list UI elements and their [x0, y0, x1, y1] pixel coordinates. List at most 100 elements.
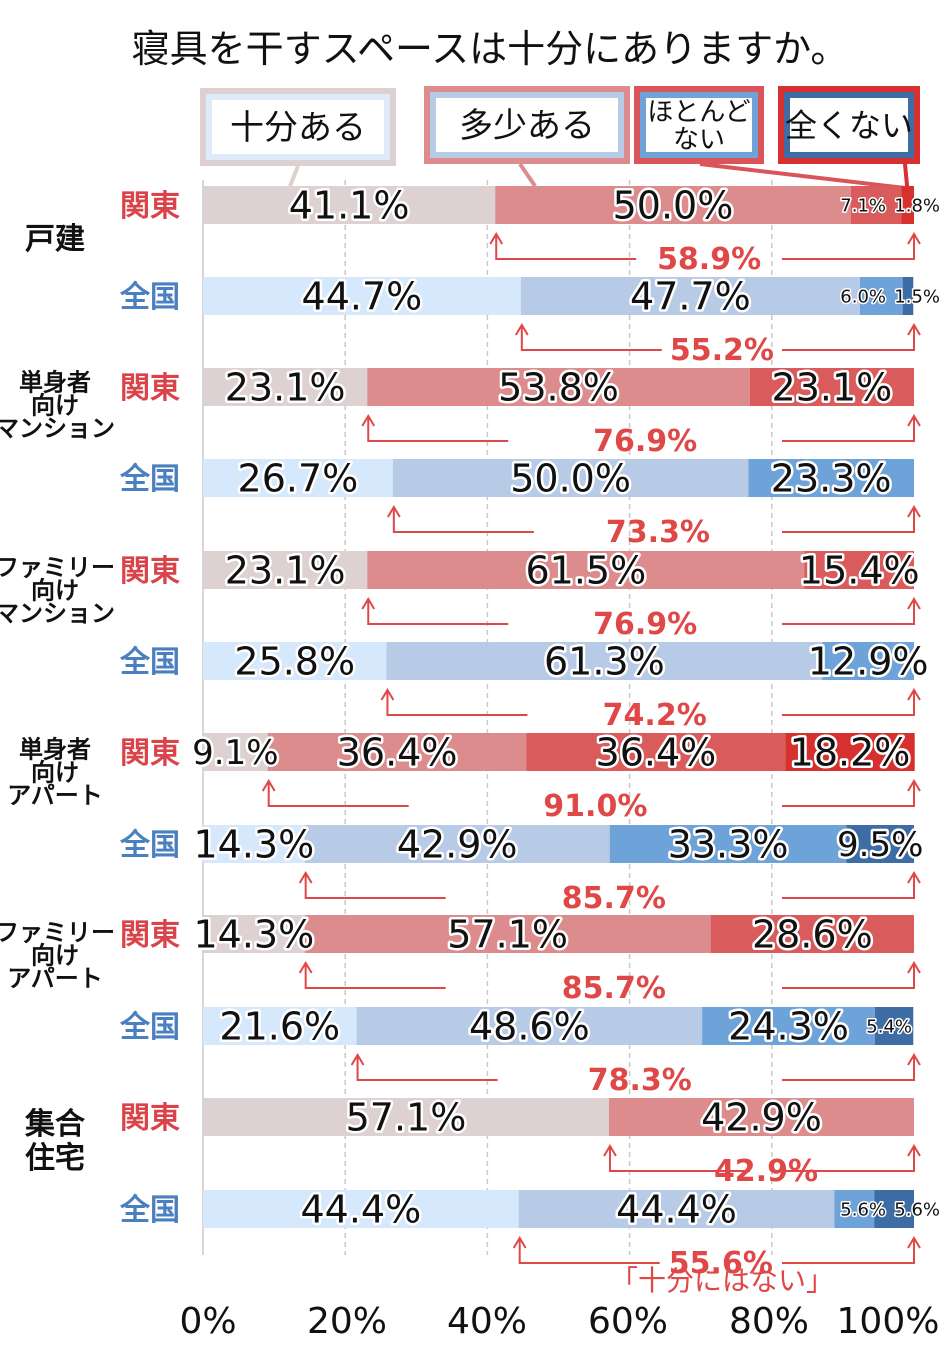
region-label: 全国: [119, 462, 180, 497]
bracket-left: [386, 692, 528, 716]
bracket-left: [608, 1148, 750, 1172]
bracket-right: [782, 875, 915, 899]
segment-juubun: [203, 551, 368, 589]
value-label: 15.4%: [799, 549, 920, 593]
segment-juubun: [203, 825, 305, 863]
legend-item-4: 全くない: [778, 86, 920, 164]
arrow-left: [489, 232, 504, 245]
sum-label: 91.0%: [543, 789, 647, 824]
arrow-right: [907, 1144, 921, 1157]
value-label: 7.1%: [840, 195, 886, 216]
segment-hotondo: [748, 459, 914, 497]
chart-title: 寝具を干すスペースは十分にありますか。: [132, 27, 849, 71]
arrow-left: [350, 1053, 365, 1066]
value-label: 42.9%: [701, 1096, 822, 1140]
value-label: 36.4%: [337, 731, 458, 775]
segment-hotondo: [710, 915, 914, 953]
value-label: 14.3%: [193, 823, 314, 867]
segment-hotondo: [834, 1190, 875, 1228]
bracket-left: [495, 236, 637, 260]
arrow-right: [907, 871, 921, 884]
segment-hotondo: [702, 1007, 875, 1045]
bracket-left: [304, 965, 446, 989]
row-zenkoku: 全国 25.8% 61.3% 12.9% 74.2%: [119, 637, 931, 733]
value-label: 1.8%: [894, 195, 940, 216]
group-label: ファミリー向けマンション: [0, 554, 115, 628]
sum-bracket: 76.9%: [361, 414, 921, 459]
arrow-left: [512, 1236, 527, 1249]
row-kanto: 関東 14.3% 57.1% 28.6% 85.7%: [120, 910, 921, 1006]
bracket-right: [782, 1240, 915, 1264]
legend: 十分ある 多少ある ほとんどない 全くない: [200, 86, 920, 197]
segment-tashou: [392, 459, 749, 497]
sum-bracket: 76.9%: [361, 597, 921, 642]
value-label: 26.7%: [238, 457, 359, 501]
legend-pointer-1: [288, 165, 300, 187]
x-tick-label: 0%: [179, 1301, 236, 1342]
sum-label: 76.9%: [593, 607, 697, 642]
arrow-left: [361, 597, 376, 610]
legend-inner: [436, 98, 618, 152]
bracket-left: [267, 783, 409, 807]
sum-label: 74.2%: [603, 698, 707, 733]
bracket-left: [367, 418, 509, 442]
bracket-left: [518, 1240, 660, 1264]
region-label: 関東: [120, 554, 180, 589]
segment-mattaku: [846, 825, 914, 863]
sum-label: 55.2%: [670, 333, 774, 368]
arrow-right: [907, 597, 921, 610]
segment-tashou: [367, 368, 750, 406]
segment-tashou: [367, 551, 805, 589]
arrow-left: [603, 1144, 617, 1157]
value-label: 50.0%: [510, 457, 631, 501]
segment-juubun: [203, 915, 305, 953]
segment-mattaku: [902, 277, 914, 315]
bracket-right: [782, 1057, 915, 1081]
region-label: 関東: [120, 918, 180, 953]
legend-pointer-2: [518, 162, 537, 188]
row-zenkoku: 全国 44.4% 44.4% 5.6% 5.6% 55.6%: [119, 1185, 942, 1281]
bracket-right: [782, 327, 915, 351]
value-label: 6.0%: [840, 286, 886, 307]
segment-mattaku: [874, 1190, 914, 1228]
x-tick-label: 40%: [447, 1301, 527, 1342]
bracket-right: [782, 783, 915, 807]
region-label: 全国: [119, 828, 180, 863]
sum-label: 78.3%: [588, 1063, 692, 1098]
bracket-left: [392, 509, 534, 533]
bracket-right: [782, 509, 915, 533]
arrow-left: [298, 871, 313, 884]
x-tick-label: 20%: [307, 1301, 387, 1342]
legend-item-1: 十分ある: [200, 88, 396, 166]
sum-label: 58.9%: [657, 242, 761, 277]
sum-label: 55.6%: [669, 1246, 773, 1281]
arrow-right: [907, 1053, 921, 1066]
segment-tashou: [518, 1190, 835, 1228]
region-label: 全国: [119, 1010, 180, 1045]
bracket-right: [782, 965, 915, 989]
region-label: 全国: [119, 280, 180, 315]
segment-mattaku: [874, 1007, 914, 1045]
segment-tashou: [356, 1007, 703, 1045]
sum-bracket: 85.7%: [298, 871, 921, 916]
value-label: 23.3%: [771, 457, 892, 501]
sum-bracket: 42.9%: [603, 1144, 921, 1189]
bracket-right: [782, 692, 915, 716]
arrow-left: [380, 688, 395, 701]
bracket-right: [782, 1148, 915, 1172]
segment-juubun: [203, 1190, 519, 1228]
arrow-right: [907, 961, 921, 974]
value-label: 28.6%: [752, 913, 873, 957]
row-kanto: 関東 23.1% 53.8% 23.1% 76.9%: [120, 363, 921, 459]
value-label: 42.9%: [397, 823, 518, 867]
sum-label: 73.3%: [606, 515, 710, 550]
segment-tashou: [495, 186, 851, 224]
arrow-left: [514, 323, 529, 336]
value-label: 9.1%: [192, 733, 278, 773]
region-label: 全国: [119, 1193, 180, 1228]
row-kanto: 関東 9.1% 36.4% 36.4% 18.2% 91.0%: [120, 728, 921, 824]
segment-hotondo: [609, 825, 847, 863]
value-label: 5.6%: [894, 1199, 940, 1220]
